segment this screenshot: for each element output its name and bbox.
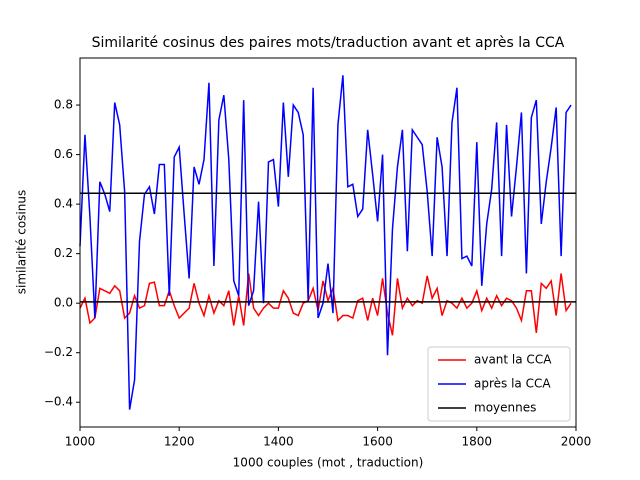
x-tick-label: 1800 [462,435,493,449]
series-line [79,273,572,336]
x-tick-label: 1600 [362,435,393,449]
y-tick-label: 0.4 [54,197,73,211]
x-axis-label: 1000 couples (mot , traduction) [233,456,424,470]
chart-title: Similarité cosinus des paires mots/tradu… [92,35,565,51]
y-tick-label: −0.4 [44,395,73,409]
legend-label: après la CCA [474,377,551,391]
y-axis-label: similarité cosinus [15,190,29,294]
x-tick-label: 1200 [164,435,195,449]
plot-frame [79,57,577,428]
legend-label: avant la CCA [474,353,552,367]
x-tick-label: 1000 [65,435,96,449]
y-tick-label: 0.0 [54,296,73,310]
legend-box [427,346,571,422]
x-tick-label: 1400 [263,435,294,449]
series-line [79,75,572,410]
y-tick-label: 0.8 [54,98,73,112]
y-tick-label: 0.2 [54,246,73,260]
x-tick-label: 2000 [561,435,592,449]
y-tick-label: 0.6 [54,147,73,161]
legend-label: moyennes [474,401,536,415]
y-tick-label: −0.2 [44,345,73,359]
